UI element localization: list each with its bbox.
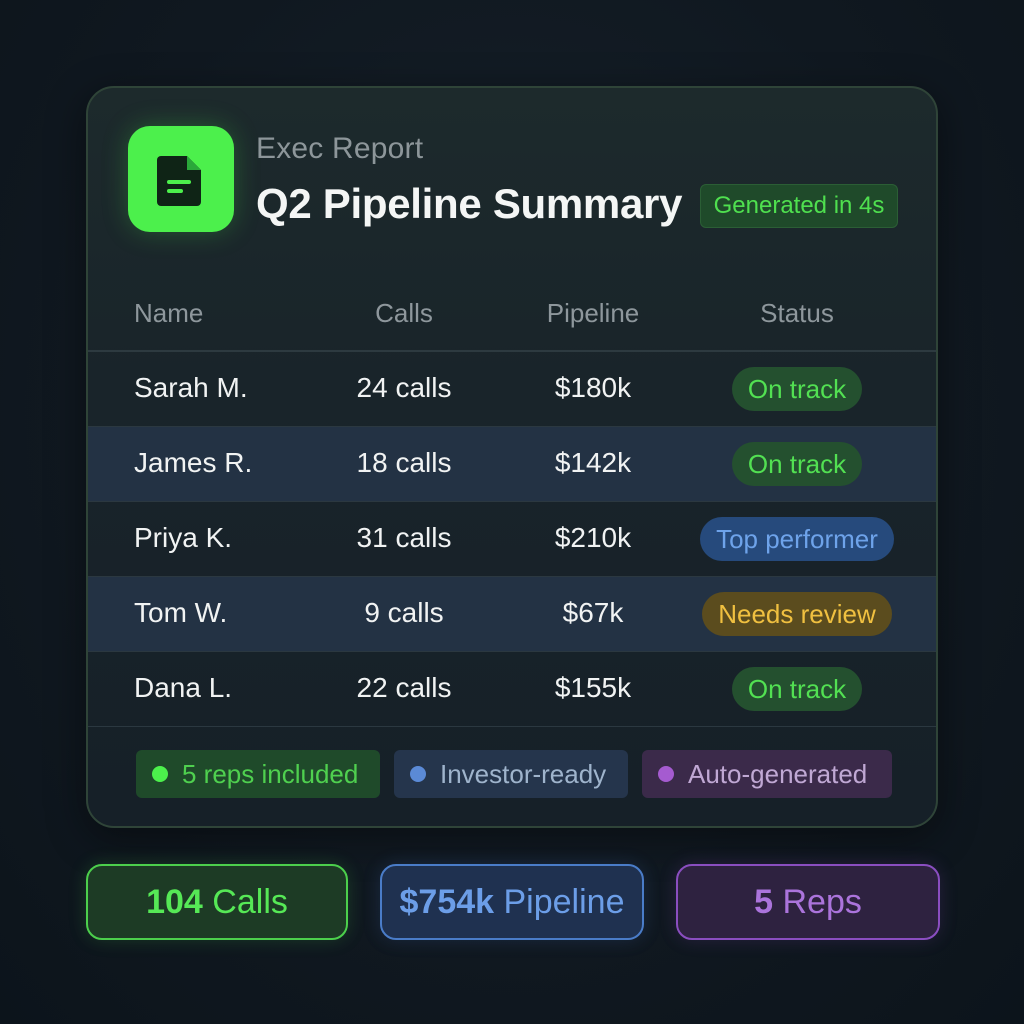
- status-cell: Needs review: [648, 577, 936, 652]
- stat-value: $754k: [399, 883, 495, 921]
- status-cell: On track: [648, 352, 936, 427]
- status-cell: On track: [648, 652, 936, 727]
- status-badge: On track: [731, 367, 863, 411]
- report-eyebrow: Exec Report: [256, 132, 424, 165]
- column-header-calls[interactable]: Calls: [375, 298, 433, 328]
- rep-calls: 24 calls: [356, 372, 452, 403]
- stat-value: 104: [146, 883, 203, 921]
- stat-label: Reps: [782, 883, 862, 921]
- rep-calls: 31 calls: [356, 522, 452, 553]
- rep-name: Sarah M.: [134, 372, 248, 403]
- table-header: Name Calls Pipeline Status: [88, 276, 936, 352]
- table-row[interactable]: Tom W. 9 calls $67k Needs review: [88, 577, 936, 652]
- blue-dot-icon: [410, 766, 426, 782]
- column-header-status[interactable]: Status: [760, 298, 834, 328]
- rep-calls: 18 calls: [356, 447, 452, 478]
- page-title: Q2 Pipeline Summary: [256, 180, 683, 227]
- tag-label: Auto-generated: [688, 759, 868, 789]
- document-icon: [157, 156, 201, 206]
- status-cell: Top performer: [648, 502, 936, 577]
- stat-reps: 5 Reps: [676, 864, 940, 940]
- purple-dot-icon: [658, 766, 674, 782]
- tag-auto-generated: Auto-generated: [642, 750, 892, 798]
- status-badge: Needs review: [702, 592, 892, 636]
- rep-pipeline: $180k: [554, 372, 632, 403]
- stat-calls: 104 Calls: [86, 864, 348, 940]
- tag-investor-ready: Investor-ready: [394, 750, 628, 798]
- stat-label: Pipeline: [503, 883, 625, 921]
- report-card: Exec Report Q2 Pipeline Summary Generate…: [86, 86, 938, 828]
- rep-name: James R.: [134, 447, 253, 478]
- rep-name: Tom W.: [134, 597, 228, 628]
- rep-pipeline: $155k: [554, 672, 632, 703]
- rep-name: Dana L.: [134, 672, 233, 703]
- stat-pipeline: $754k Pipeline: [380, 864, 644, 940]
- status-badge: Top performer: [700, 517, 894, 561]
- stat-label: Calls: [212, 883, 288, 921]
- rep-name: Priya K.: [134, 522, 233, 553]
- status-badge: On track: [731, 667, 863, 711]
- table-row[interactable]: Priya K. 31 calls $210k Top performer: [88, 502, 936, 577]
- generated-badge: Generated in 4s: [700, 184, 898, 228]
- tag-label: 5 reps included: [182, 759, 359, 789]
- rep-pipeline: $142k: [554, 447, 632, 478]
- pipeline-table: Name Calls Pipeline Status Sarah M. 24 c…: [88, 276, 936, 727]
- rep-pipeline: $210k: [554, 522, 632, 553]
- stat-value: 5: [754, 883, 774, 921]
- table-row[interactable]: Sarah M. 24 calls $180k On track: [88, 352, 936, 427]
- status-badge: On track: [731, 442, 863, 486]
- rep-calls: 9 calls: [364, 597, 444, 628]
- table-row[interactable]: Dana L. 22 calls $155k On track: [88, 652, 936, 727]
- tag-label: Investor-ready: [440, 759, 607, 789]
- status-cell: On track: [648, 427, 936, 502]
- column-header-pipeline[interactable]: Pipeline: [546, 298, 640, 328]
- report-app-icon: [128, 126, 234, 232]
- green-dot-icon: [152, 766, 168, 782]
- column-header-name[interactable]: Name: [134, 298, 204, 328]
- rep-calls: 22 calls: [356, 672, 452, 703]
- rep-pipeline: $67k: [562, 597, 624, 628]
- table-row[interactable]: James R. 18 calls $142k On track: [88, 427, 936, 502]
- tag-reps-included: 5 reps included: [136, 750, 380, 798]
